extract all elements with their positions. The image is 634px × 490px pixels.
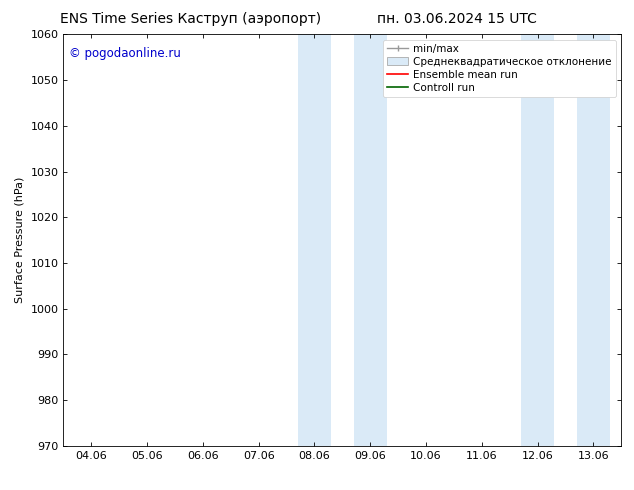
Text: © pogodaonline.ru: © pogodaonline.ru [69, 47, 181, 60]
Bar [298, 34, 331, 446]
Y-axis label: Surface Pressure (hPa): Surface Pressure (hPa) [15, 177, 25, 303]
Bar [354, 34, 387, 446]
Text: ENS Time Series Каструп (аэропорт): ENS Time Series Каструп (аэропорт) [60, 12, 321, 26]
Legend: min/max, Среднеквадратическое отклонение, Ensemble mean run, Controll run: min/max, Среднеквадратическое отклонение… [383, 40, 616, 97]
Text: пн. 03.06.2024 15 UTC: пн. 03.06.2024 15 UTC [377, 12, 536, 26]
Bar [521, 34, 554, 446]
Bar [577, 34, 610, 446]
